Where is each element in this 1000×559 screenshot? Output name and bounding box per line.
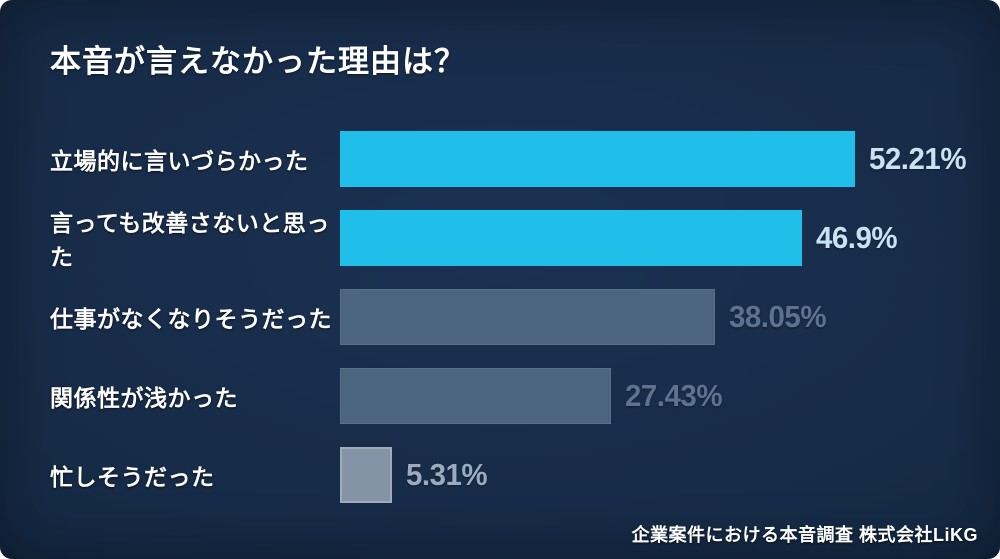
bar-row: 仕事がなくなりそうだった 38.05%: [50, 289, 980, 345]
bar-track: 38.05%: [340, 289, 980, 345]
value-label: 38.05%: [729, 299, 827, 334]
bar-track: 27.43%: [340, 368, 980, 424]
bar: [340, 210, 803, 266]
value-label: 5.31%: [406, 457, 488, 492]
category-label: 忙しそうだった: [50, 464, 215, 490]
bar-chart: 立場的に言いづらかった 52.21% 言っても改善さないと思った 46.9% 仕…: [50, 131, 980, 503]
bar-row: 立場的に言いづらかった 52.21%: [50, 131, 980, 187]
bar-track: 52.21%: [340, 131, 980, 187]
bar: [340, 447, 393, 503]
chart-title: 本音が言えなかった理由は？: [50, 44, 466, 79]
bar-track: 5.31%: [340, 447, 980, 503]
bar-row: 言っても改善さないと思った 46.9%: [50, 210, 980, 270]
bar-track: 46.9%: [340, 210, 980, 266]
bar-row: 関係性が浅かった 27.43%: [50, 368, 980, 424]
value-label: 52.21%: [868, 141, 967, 176]
category-label: 立場的に言いづらかった: [50, 148, 309, 174]
category-label: 言っても改善さないと思った: [50, 210, 330, 270]
bar: [340, 289, 716, 345]
value-label: 27.43%: [624, 378, 723, 413]
category-label: 仕事がなくなりそうだった: [50, 306, 332, 332]
bar-row: 忙しそうだった 5.31%: [50, 447, 980, 503]
bar: [340, 368, 611, 424]
category-label: 関係性が浅かった: [50, 385, 238, 411]
bar: [340, 131, 855, 187]
value-label: 46.9%: [816, 220, 898, 255]
source-caption: 企業案件における本音調査 株式会社LiKG: [631, 525, 978, 545]
